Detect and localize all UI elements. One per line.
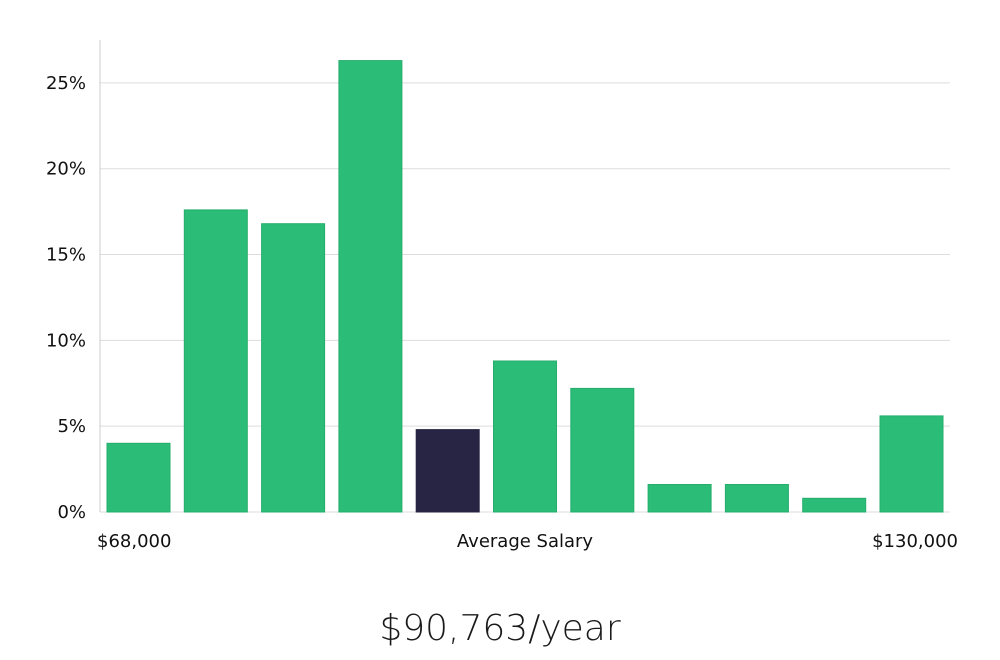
salary-histogram: 0%5%10%15%20%25% $68,000 Average Salary … bbox=[46, 40, 958, 552]
bars bbox=[106, 60, 944, 513]
bar bbox=[724, 484, 789, 513]
y-tick-label: 0% bbox=[57, 502, 86, 523]
y-tick-label: 5% bbox=[57, 416, 86, 437]
bar bbox=[647, 484, 712, 513]
x-axis-max-label: $130,000 bbox=[872, 531, 958, 552]
y-tick-label: 25% bbox=[46, 73, 86, 94]
bar bbox=[338, 60, 403, 513]
x-axis-center-label: Average Salary bbox=[457, 531, 594, 552]
average-salary-value: $90,763/year bbox=[379, 608, 621, 649]
bar-highlighted bbox=[415, 429, 480, 513]
bar bbox=[183, 209, 248, 513]
y-tick-label: 20% bbox=[46, 159, 86, 180]
bar bbox=[493, 360, 557, 513]
bar bbox=[106, 442, 171, 513]
bar bbox=[570, 387, 635, 513]
y-tick-labels: 0% 5% 10% 15% 20% 25% bbox=[46, 73, 86, 523]
bar bbox=[802, 497, 867, 513]
bar bbox=[261, 223, 326, 513]
bar bbox=[879, 415, 944, 513]
y-tick-label: 10% bbox=[46, 330, 86, 351]
x-axis-min-label: $68,000 bbox=[97, 531, 171, 552]
y-tick-label: 15% bbox=[46, 245, 86, 266]
